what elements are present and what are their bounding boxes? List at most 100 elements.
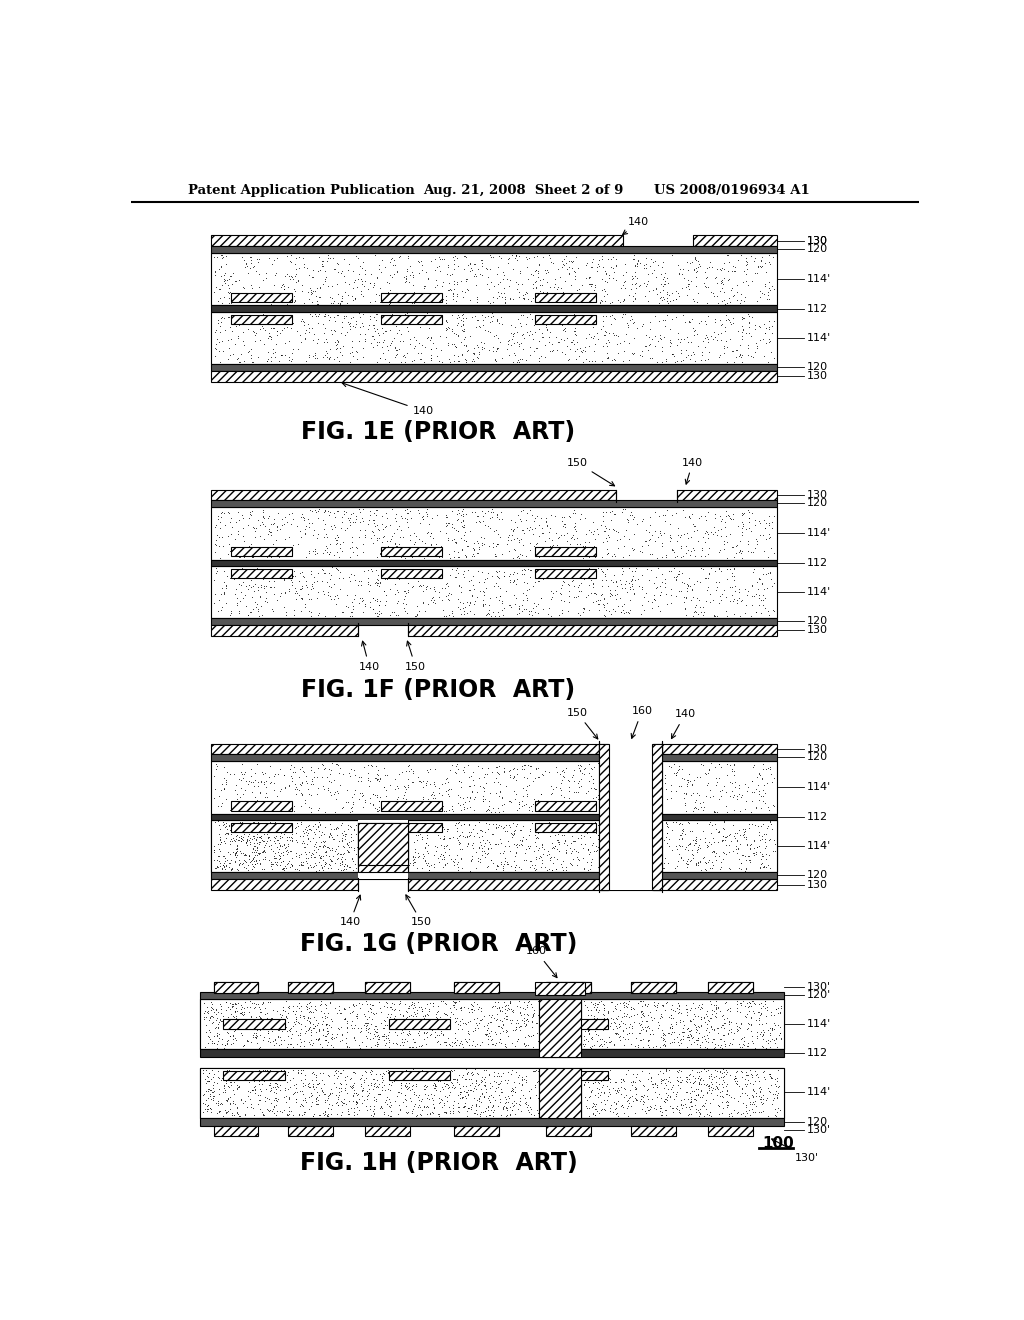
Point <box>519 783 536 804</box>
Point <box>432 828 449 849</box>
Point <box>633 1085 649 1106</box>
Point <box>335 843 351 865</box>
Point <box>617 253 634 275</box>
Point <box>285 767 301 788</box>
Point <box>502 991 518 1012</box>
Point <box>690 838 707 859</box>
Point <box>598 795 614 816</box>
Point <box>607 780 624 801</box>
Point <box>701 1102 718 1123</box>
Point <box>692 1104 709 1125</box>
Point <box>732 1018 749 1039</box>
Point <box>539 263 555 284</box>
Point <box>628 1067 644 1088</box>
Point <box>369 1031 385 1052</box>
Point <box>673 1032 689 1053</box>
Point <box>685 573 701 594</box>
Point <box>561 1015 578 1036</box>
Point <box>253 771 269 792</box>
Point <box>212 829 228 850</box>
Point <box>396 784 413 805</box>
Point <box>390 1016 407 1038</box>
Point <box>772 1028 788 1049</box>
Point <box>553 256 569 277</box>
Point <box>209 1094 225 1115</box>
Point <box>714 313 730 334</box>
Point <box>449 557 465 578</box>
Point <box>515 1003 531 1024</box>
Point <box>429 504 445 525</box>
Point <box>209 850 225 871</box>
Point <box>587 528 603 549</box>
Point <box>250 579 266 601</box>
Point <box>736 308 753 329</box>
Point <box>225 821 242 842</box>
Point <box>648 1077 665 1098</box>
Point <box>565 516 582 537</box>
Point <box>369 603 385 624</box>
Point <box>561 776 578 797</box>
Point <box>594 771 610 792</box>
Point <box>685 1072 701 1093</box>
Point <box>404 576 421 597</box>
Point <box>751 994 767 1015</box>
Point <box>490 785 507 807</box>
Point <box>245 576 261 597</box>
Point <box>377 1092 393 1113</box>
Point <box>722 524 738 545</box>
Point <box>245 516 261 537</box>
Point <box>622 851 638 873</box>
Point <box>444 288 461 309</box>
Point <box>369 1018 385 1039</box>
Point <box>600 1001 616 1022</box>
Point <box>411 1085 427 1106</box>
Point <box>436 828 453 849</box>
Point <box>333 849 349 870</box>
Point <box>772 1016 788 1038</box>
Point <box>250 796 266 817</box>
Point <box>265 854 282 875</box>
Point <box>397 1007 414 1028</box>
Point <box>266 847 283 869</box>
Point <box>570 603 587 624</box>
Point <box>639 1080 655 1101</box>
Point <box>486 1065 503 1086</box>
Point <box>515 288 531 309</box>
Point <box>501 1085 517 1106</box>
Point <box>469 531 485 552</box>
Point <box>593 754 609 775</box>
Point <box>575 1035 592 1056</box>
Point <box>439 512 456 533</box>
Point <box>296 293 312 314</box>
Point <box>615 594 632 615</box>
Point <box>500 248 516 269</box>
Point <box>602 1072 618 1093</box>
Point <box>751 764 767 785</box>
Point <box>613 792 630 813</box>
Point <box>315 759 332 780</box>
Point <box>263 1067 280 1088</box>
Point <box>305 1074 322 1096</box>
Point <box>668 812 684 833</box>
Point <box>247 325 263 346</box>
Point <box>553 583 569 605</box>
Point <box>640 271 656 292</box>
Point <box>612 587 629 609</box>
Point <box>579 1097 595 1118</box>
Point <box>243 257 259 279</box>
Point <box>603 843 620 865</box>
Point <box>400 306 417 327</box>
Point <box>297 1089 313 1110</box>
Point <box>353 590 370 611</box>
Point <box>587 1071 603 1092</box>
Point <box>459 797 475 818</box>
Point <box>703 842 720 863</box>
Point <box>265 342 282 363</box>
Point <box>699 836 716 857</box>
Point <box>333 290 349 312</box>
Point <box>322 338 338 359</box>
Point <box>754 843 770 865</box>
Point <box>682 348 698 370</box>
Point <box>714 830 730 851</box>
Point <box>230 1076 247 1097</box>
